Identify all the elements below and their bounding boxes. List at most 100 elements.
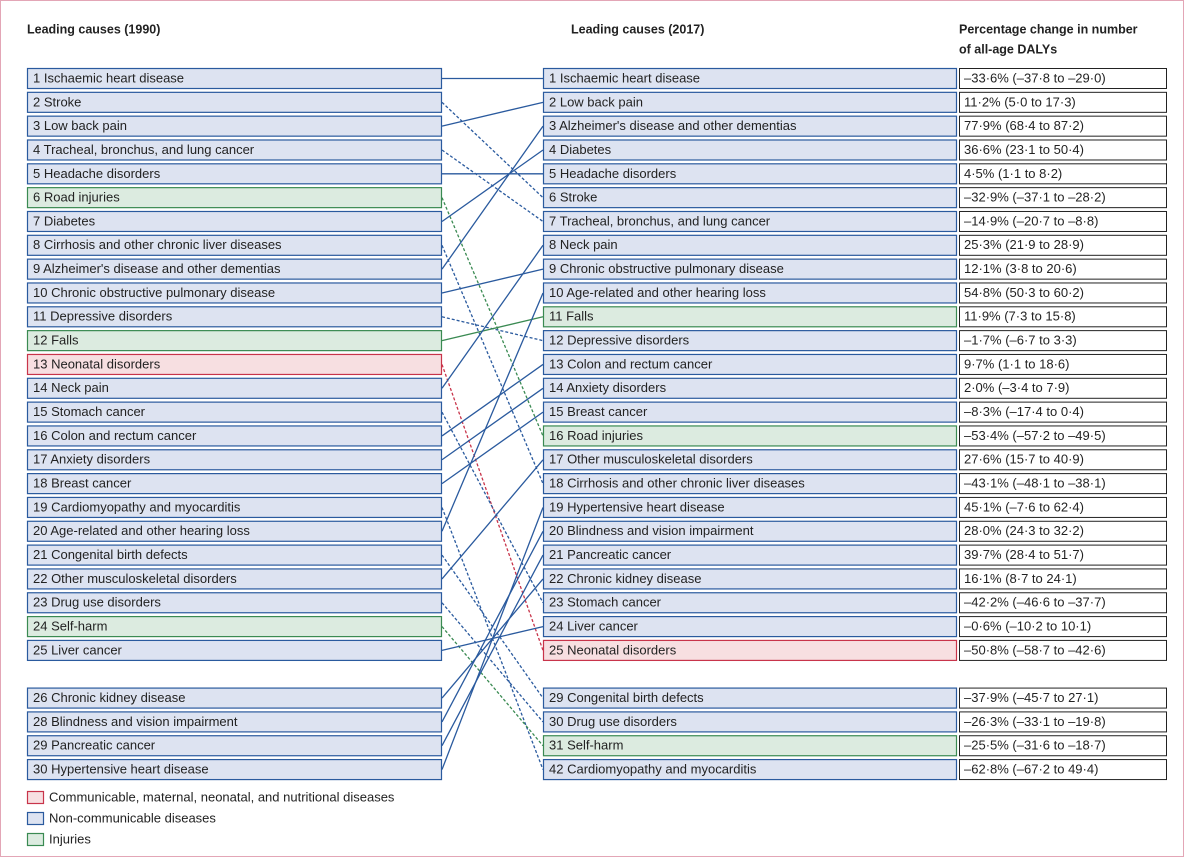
left-box bbox=[26, 639, 443, 662]
connector bbox=[441, 363, 544, 437]
change-value: 28·0% (24·3 to 32·2) bbox=[964, 523, 1084, 538]
left-label: 30 Hypertensive heart disease bbox=[33, 762, 209, 777]
right-box bbox=[542, 67, 958, 90]
left-box bbox=[26, 353, 443, 376]
change-box bbox=[959, 68, 1167, 89]
change-value: –26·3% (–33·1 to –19·8) bbox=[964, 714, 1106, 729]
left-box bbox=[26, 377, 443, 399]
left-box bbox=[26, 592, 443, 614]
change-value: –0·6% (–10·2 to 10·1) bbox=[964, 619, 1091, 634]
change-box bbox=[959, 496, 1167, 518]
connector bbox=[441, 411, 544, 485]
right-box bbox=[542, 520, 958, 542]
change-value: 16·1% (8·7 to 24·1) bbox=[964, 571, 1077, 586]
left-title: Leading causes (1990) bbox=[27, 22, 160, 36]
legend-label: Communicable, maternal, neonatal, and nu… bbox=[49, 789, 395, 804]
left-label: 5 Headache disorders bbox=[33, 166, 161, 181]
left-label: 4 Tracheal, bronchus, and lung cancer bbox=[33, 142, 255, 157]
right-box bbox=[542, 449, 958, 471]
change-box bbox=[959, 520, 1167, 542]
left-label: 23 Drug use disorders bbox=[33, 595, 161, 610]
left-label: 17 Anxiety disorders bbox=[33, 452, 151, 467]
left-box bbox=[26, 330, 443, 352]
left-box bbox=[26, 258, 443, 280]
connector bbox=[441, 411, 544, 604]
left-label: 18 Breast cancer bbox=[33, 476, 132, 491]
left-box bbox=[26, 210, 443, 233]
right-box bbox=[542, 544, 958, 566]
left-box bbox=[26, 187, 443, 209]
change-box bbox=[959, 353, 1167, 375]
connector bbox=[441, 554, 544, 747]
left-box bbox=[26, 91, 443, 113]
left-box bbox=[26, 234, 443, 256]
right-box bbox=[542, 353, 958, 376]
right-label: 16 Road injuries bbox=[549, 428, 643, 443]
change-value: 11·2% (5·0 to 17·3) bbox=[964, 94, 1076, 109]
legend-label: Injuries bbox=[49, 831, 91, 846]
right-box bbox=[542, 735, 958, 757]
right-box bbox=[542, 115, 958, 137]
change-value: –53·4% (–57·2 to –49·5) bbox=[964, 428, 1106, 443]
right-box bbox=[542, 210, 958, 233]
change-value: 36·6% (23·1 to 50·4) bbox=[964, 142, 1084, 157]
connector bbox=[441, 149, 544, 223]
left-box bbox=[26, 520, 443, 542]
right-box bbox=[542, 496, 958, 519]
right-box bbox=[542, 758, 958, 781]
change-value: –37·9% (–45·7 to 27·1) bbox=[964, 690, 1098, 705]
change-box bbox=[959, 210, 1167, 232]
right-box bbox=[542, 473, 958, 495]
left-label: 24 Self-harm bbox=[33, 619, 107, 634]
change-box bbox=[959, 139, 1167, 161]
right-label: 14 Anxiety disorders bbox=[549, 380, 667, 395]
left-label: 9 Alzheimer's disease and other dementia… bbox=[33, 261, 281, 276]
right-box bbox=[542, 306, 958, 328]
left-box bbox=[26, 735, 443, 757]
right-label: 6 Stroke bbox=[549, 190, 597, 205]
right-label: 17 Other musculoskeletal disorders bbox=[549, 452, 753, 467]
change-title: Percentage change in number bbox=[959, 22, 1138, 36]
left-label: 15 Stomach cancer bbox=[33, 404, 146, 419]
change-value: –1·7% (–6·7 to 3·3) bbox=[964, 333, 1077, 348]
left-label: 12 Falls bbox=[33, 333, 79, 348]
change-value: 25·3% (21·9 to 28·9) bbox=[964, 237, 1084, 252]
change-value: –32·9% (–37·1 to –28·2) bbox=[964, 190, 1106, 205]
left-box bbox=[26, 139, 443, 161]
change-box bbox=[959, 377, 1167, 399]
connector bbox=[441, 292, 544, 532]
left-label: 29 Pancreatic cancer bbox=[33, 738, 156, 753]
right-box bbox=[542, 234, 958, 256]
change-value: –33·6% (–37·8 to –29·0) bbox=[964, 70, 1106, 85]
connector bbox=[441, 101, 544, 127]
change-box bbox=[959, 187, 1167, 209]
change-title: of all-age DALYs bbox=[959, 42, 1057, 56]
left-label: 28 Blindness and vision impairment bbox=[33, 714, 238, 729]
change-box bbox=[959, 115, 1167, 137]
left-label: 14 Neck pain bbox=[33, 380, 109, 395]
change-box bbox=[959, 616, 1167, 638]
right-label: 30 Drug use disorders bbox=[549, 714, 677, 729]
legend-swatch bbox=[26, 790, 45, 805]
change-box bbox=[959, 234, 1167, 256]
connector bbox=[441, 459, 544, 580]
right-box bbox=[542, 568, 958, 590]
connector bbox=[441, 101, 544, 199]
connector bbox=[441, 197, 544, 437]
left-box bbox=[26, 496, 443, 519]
right-label: 22 Chronic kidney disease bbox=[549, 571, 701, 586]
left-box bbox=[26, 67, 443, 90]
left-label: 25 Liver cancer bbox=[33, 642, 123, 657]
right-label: 18 Cirrhosis and other chronic liver dis… bbox=[549, 476, 805, 491]
right-label: 7 Tracheal, bronchus, and lung cancer bbox=[549, 213, 771, 228]
change-box bbox=[959, 282, 1167, 304]
connector bbox=[441, 268, 544, 294]
change-box bbox=[959, 163, 1167, 185]
left-box bbox=[26, 425, 443, 447]
right-label: 24 Liver cancer bbox=[549, 619, 639, 634]
left-label: 7 Diabetes bbox=[33, 213, 96, 228]
change-value: 4·5% (1·1 to 8·2) bbox=[964, 166, 1062, 181]
left-box bbox=[26, 687, 443, 709]
